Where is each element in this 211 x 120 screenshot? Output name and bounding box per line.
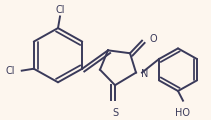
Text: N: N <box>141 69 148 79</box>
Text: HO: HO <box>176 108 191 118</box>
Text: S: S <box>112 108 118 118</box>
Text: Cl: Cl <box>55 5 65 15</box>
Text: Cl: Cl <box>5 66 15 76</box>
Text: O: O <box>150 34 158 44</box>
